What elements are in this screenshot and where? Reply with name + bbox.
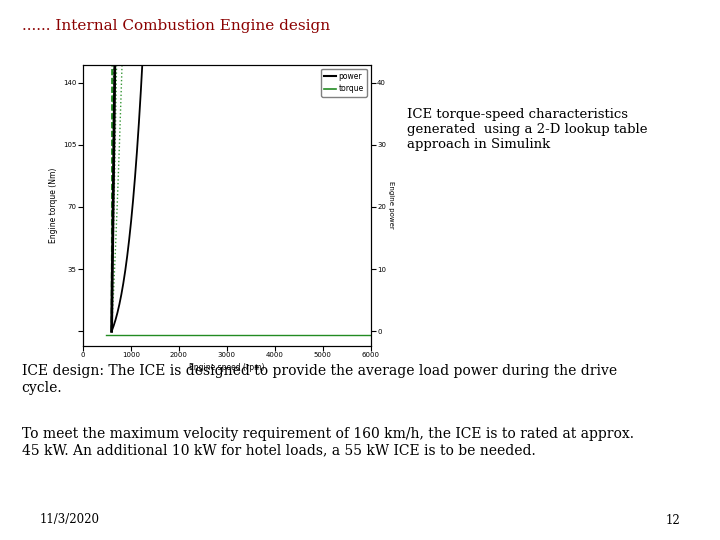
Text: To meet the maximum velocity requirement of 160 km/h, the ICE is to rated at app: To meet the maximum velocity requirement… <box>22 427 634 457</box>
Text: ...... Internal Combustion Engine design: ...... Internal Combustion Engine design <box>22 19 330 33</box>
Text: ICE design: The ICE is designed to provide the average load power during the dri: ICE design: The ICE is designed to provi… <box>22 364 617 395</box>
Text: 11/3/2020: 11/3/2020 <box>40 514 99 526</box>
Text: 12: 12 <box>666 514 680 526</box>
Text: ICE torque-speed characteristics
generated  using a 2-D lookup table
approach in: ICE torque-speed characteristics generat… <box>407 108 647 151</box>
X-axis label: Engine speed (rpm): Engine speed (rpm) <box>189 363 264 373</box>
Y-axis label: Engine torque (Nm): Engine torque (Nm) <box>49 167 58 243</box>
Legend: power, torque: power, torque <box>321 69 367 97</box>
Y-axis label: Engine power: Engine power <box>388 181 395 229</box>
